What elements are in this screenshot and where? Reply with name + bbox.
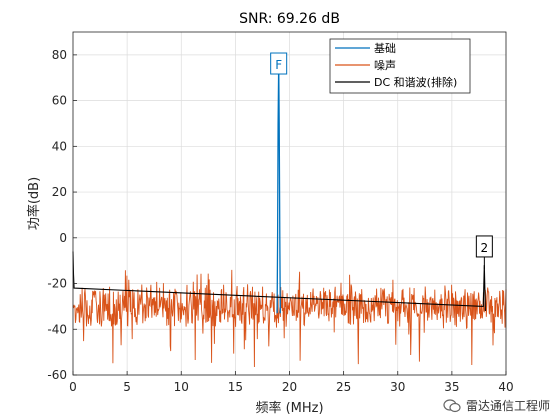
x-tick-label: 15 (228, 380, 243, 394)
legend-label-dc-harmonics: DC 和谐波(排除) (374, 75, 457, 89)
annotation-box (475, 235, 493, 258)
axis-ticks: 0 5 10 15 20 25 30 35 40 -60 -40 -20 0 20 40 60 80 (47, 48, 513, 394)
x-tick-label: 20 (282, 380, 297, 394)
noise-series-line (72, 269, 507, 368)
y-tick-label: -20 (47, 277, 67, 291)
watermark: 雷达通信工程师 (443, 397, 550, 414)
wechat-icon (443, 398, 461, 412)
legend-label-fundamental: 基础 (374, 42, 396, 55)
x-tick-label: 5 (123, 380, 131, 394)
y-tick-label: 80 (52, 48, 67, 62)
annotation-harmonic: 2 (481, 241, 489, 255)
dc-harmonics-series-line (72, 251, 486, 312)
chart-title: SNR: 69.26 dB (239, 11, 340, 27)
x-tick-label: 25 (336, 380, 351, 394)
x-axis-label: 频率 (MHz) (255, 400, 323, 416)
x-tick-label: 0 (69, 380, 77, 394)
fundamental-series-line (276, 63, 281, 314)
annotation-fundamental: F (275, 58, 282, 72)
annotations: F2 (270, 52, 493, 269)
legend: 基础 噪声 DC 和谐波(排除) (329, 38, 471, 94)
y-tick-label: 20 (52, 185, 67, 199)
x-tick-label: 30 (390, 380, 405, 394)
y-tick-label: 0 (59, 231, 67, 245)
y-axis-label: 功率(dB) (26, 177, 42, 230)
y-tick-label: -60 (47, 368, 67, 382)
annotation-box (270, 52, 288, 75)
legend-label-noise: 噪声 (374, 58, 396, 72)
x-tick-label: 40 (498, 380, 513, 394)
y-tick-label: 40 (52, 139, 67, 153)
x-tick-label: 10 (174, 380, 189, 394)
watermark-text: 雷达通信工程师 (465, 399, 550, 413)
y-tick-label: 60 (52, 94, 67, 108)
y-tick-label: -40 (47, 322, 67, 336)
x-tick-label: 35 (444, 380, 459, 394)
